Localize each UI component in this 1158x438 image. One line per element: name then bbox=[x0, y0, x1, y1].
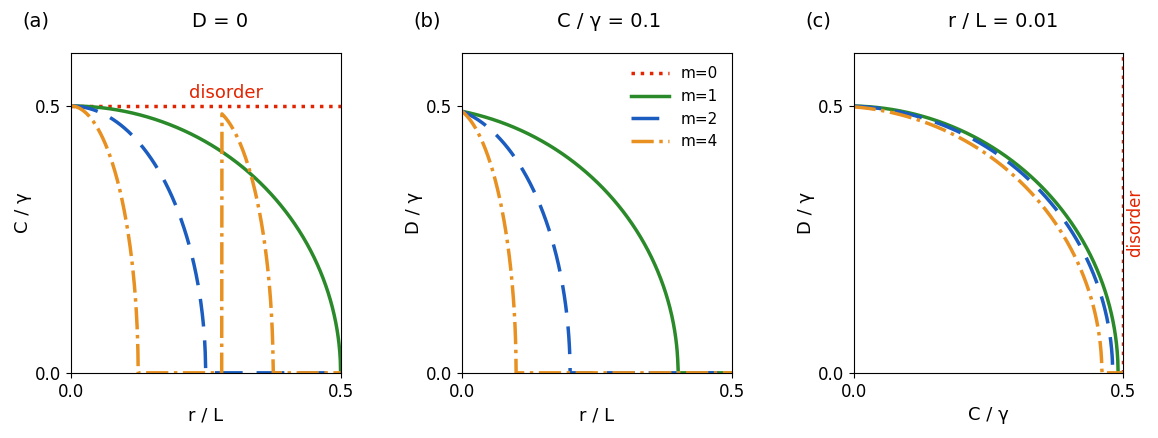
X-axis label: C / γ: C / γ bbox=[968, 406, 1009, 424]
Y-axis label: D / γ: D / γ bbox=[405, 192, 424, 234]
Text: (a): (a) bbox=[22, 12, 49, 31]
Text: r / L = 0.01: r / L = 0.01 bbox=[948, 12, 1058, 31]
Y-axis label: D / γ: D / γ bbox=[797, 192, 815, 234]
X-axis label: r / L: r / L bbox=[579, 406, 615, 424]
Text: disorder: disorder bbox=[190, 84, 263, 102]
Text: disorder: disorder bbox=[1127, 189, 1144, 258]
X-axis label: r / L: r / L bbox=[188, 406, 223, 424]
Y-axis label: C / γ: C / γ bbox=[14, 192, 32, 233]
Legend: m=0, m=1, m=2, m=4: m=0, m=1, m=2, m=4 bbox=[624, 60, 725, 155]
Text: (c): (c) bbox=[805, 12, 830, 31]
Text: D = 0: D = 0 bbox=[192, 12, 248, 31]
Text: (b): (b) bbox=[413, 12, 441, 31]
Text: C / γ = 0.1: C / γ = 0.1 bbox=[557, 12, 661, 31]
